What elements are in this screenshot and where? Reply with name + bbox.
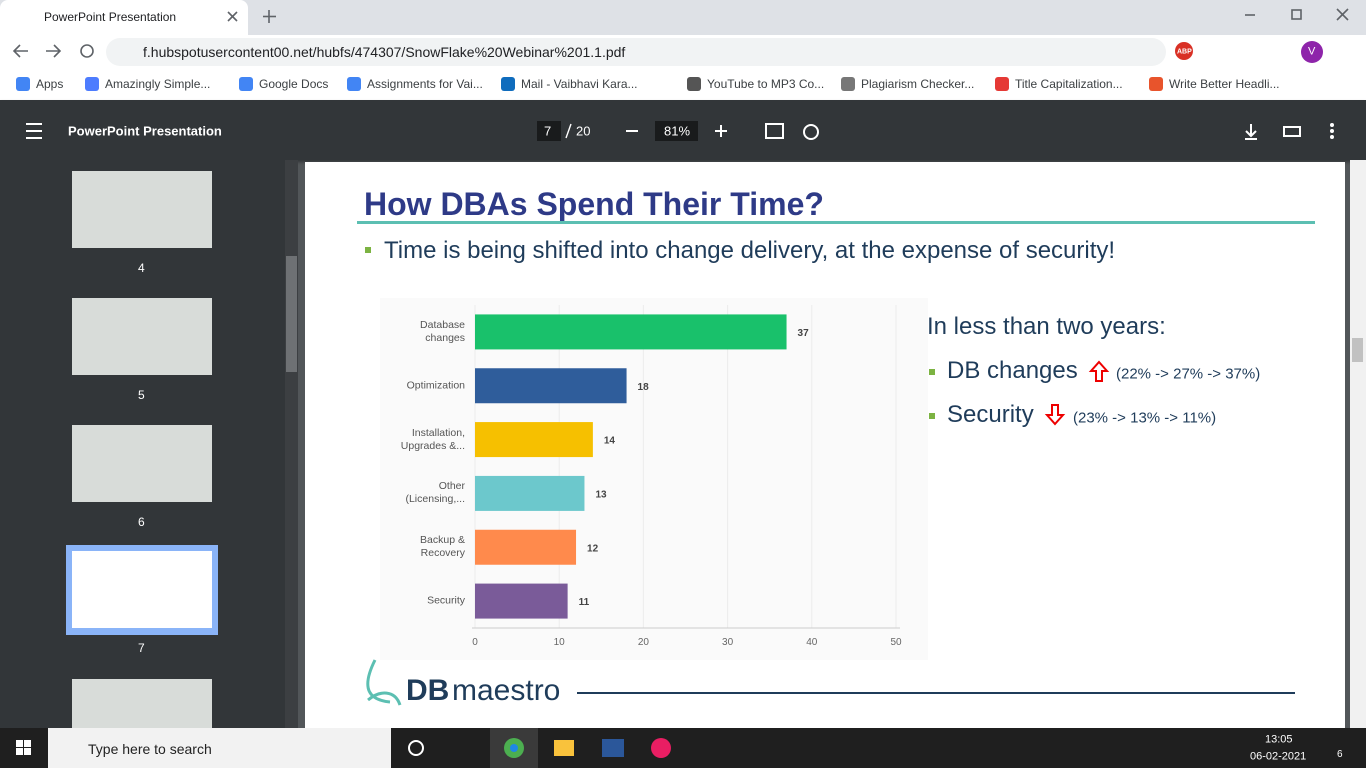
notification-count: 6 bbox=[1337, 749, 1343, 760]
category-label: Security bbox=[427, 594, 465, 607]
scroll-thumb[interactable] bbox=[286, 256, 297, 372]
category-label: Other (Licensing,... bbox=[405, 480, 465, 506]
extension-badge: ABP bbox=[1177, 48, 1192, 56]
category-label: Backup & Recovery bbox=[420, 534, 465, 560]
slide-bullet: Time is being shifted into change delive… bbox=[384, 237, 1116, 264]
tab[interactable] bbox=[0, 0, 248, 35]
page-input[interactable] bbox=[537, 121, 561, 141]
search-placeholder: Type here to search bbox=[88, 741, 212, 757]
bookmark[interactable]: Mail - Vaibhavi Kara... bbox=[521, 77, 638, 91]
page-current: 7 bbox=[544, 123, 552, 139]
thumbnail[interactable] bbox=[72, 551, 212, 628]
logo-light: maestro bbox=[452, 674, 561, 707]
thumbnail-label: 7 bbox=[138, 641, 145, 655]
bookmark[interactable]: Title Capitalization... bbox=[1015, 77, 1123, 91]
bookmark[interactable]: YouTube to MP3 Co... bbox=[707, 77, 825, 91]
chart-area bbox=[380, 298, 928, 660]
bookmark[interactable]: Plagiarism Checker... bbox=[861, 77, 975, 91]
document-title: PowerPoint Presentation bbox=[68, 123, 222, 139]
thumbnail-label: 4 bbox=[138, 261, 145, 275]
bookmark[interactable]: Amazingly Simple... bbox=[105, 77, 211, 91]
bookmarks-bar bbox=[0, 68, 1366, 101]
thumbnail-label: 6 bbox=[138, 515, 145, 529]
bookmark-icon bbox=[239, 77, 253, 91]
page-total: 20 bbox=[576, 123, 591, 139]
bullet bbox=[365, 247, 371, 253]
thumbnail[interactable] bbox=[72, 425, 212, 502]
search-box[interactable] bbox=[48, 728, 391, 768]
logo-rule bbox=[577, 692, 1295, 694]
side-item-label: DB changes bbox=[947, 357, 1078, 384]
bookmark-icon bbox=[16, 77, 30, 91]
zoom-input[interactable] bbox=[655, 121, 698, 141]
bookmark-icon bbox=[995, 77, 1009, 91]
profile-avatar[interactable] bbox=[1301, 41, 1323, 63]
clock-date: 06-02-2021 bbox=[1250, 750, 1307, 763]
bookmark[interactable]: Write Better Headli... bbox=[1169, 77, 1280, 91]
clock-time: 13:05 bbox=[1265, 733, 1293, 746]
bookmark-icon bbox=[85, 77, 99, 91]
bullet bbox=[929, 369, 935, 375]
extension-icon[interactable] bbox=[1175, 42, 1193, 60]
bullet bbox=[929, 413, 935, 419]
bookmark[interactable]: Google Docs bbox=[259, 77, 329, 91]
side-item-detail: (23% -> 13% -> 11%) bbox=[1073, 409, 1217, 427]
side-item-detail: (22% -> 27% -> 37%) bbox=[1116, 365, 1261, 383]
bookmark[interactable]: Assignments for Vai... bbox=[367, 77, 483, 91]
bookmark-icon bbox=[501, 77, 515, 91]
logo-bold: DB bbox=[406, 674, 450, 707]
thumbnail[interactable] bbox=[72, 298, 212, 375]
page-scrollbar bbox=[1350, 160, 1366, 728]
sidebar-scrollbar bbox=[285, 160, 298, 728]
bookmark-icon bbox=[687, 77, 701, 91]
side-item-label: Security bbox=[947, 401, 1034, 428]
side-heading: In less than two years: bbox=[927, 313, 1166, 340]
profile-initial: V bbox=[1308, 45, 1316, 58]
thumbnail-label: 5 bbox=[138, 388, 145, 402]
scroll-thumb[interactable] bbox=[1352, 338, 1363, 362]
thumbnail[interactable] bbox=[72, 171, 212, 248]
title-rule bbox=[357, 221, 1315, 224]
bookmark-icon bbox=[1149, 77, 1163, 91]
category-label: Installation, Upgrades &... bbox=[400, 426, 465, 452]
tab-title: PowerPoint Presentation bbox=[44, 10, 177, 24]
active-app[interactable] bbox=[490, 728, 538, 768]
omnibox[interactable] bbox=[106, 38, 1166, 66]
bookmark-icon bbox=[841, 77, 855, 91]
bookmark[interactable]: Apps bbox=[36, 77, 64, 91]
url[interactable]: f.hubspotusercontent00.net/hubfs/474307/… bbox=[143, 44, 626, 60]
zoom-level: 81% bbox=[664, 123, 691, 139]
bookmark-icon bbox=[347, 77, 361, 91]
slide-title: How DBAs Spend Their Time? bbox=[364, 186, 824, 222]
category-label: Optimization bbox=[406, 379, 465, 392]
thumbnail[interactable] bbox=[72, 679, 212, 728]
category-label: Database changes bbox=[420, 318, 465, 344]
